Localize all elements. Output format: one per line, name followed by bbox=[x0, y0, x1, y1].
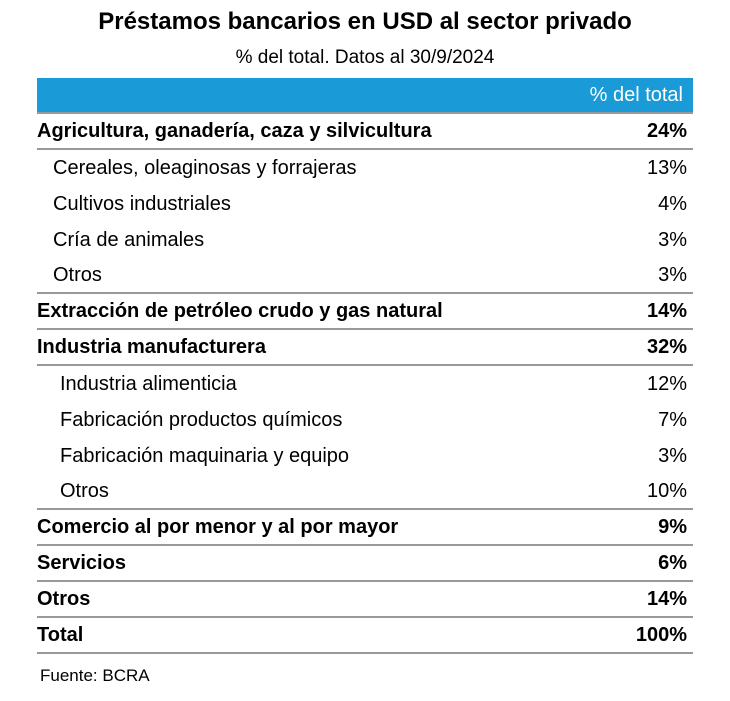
table-row: Agricultura, ganadería, caza y silvicult… bbox=[37, 114, 693, 150]
row-value: 3% bbox=[658, 263, 687, 286]
table-header: % del total bbox=[37, 78, 693, 114]
row-value: 10% bbox=[646, 479, 687, 502]
table-row: Otros 14% bbox=[37, 582, 693, 618]
row-value: 32% bbox=[646, 335, 687, 358]
row-value: 4% bbox=[658, 192, 687, 215]
table-row: Servicios 6% bbox=[37, 546, 693, 582]
row-label: Industria alimenticia bbox=[60, 372, 237, 395]
row-label: Cultivos industriales bbox=[53, 192, 231, 215]
table-row: Industria manufacturera 32% bbox=[37, 330, 693, 366]
row-value: 3% bbox=[658, 444, 687, 467]
table-row: Fabricación productos químicos 7% bbox=[37, 402, 693, 438]
table-row: Otros 3% bbox=[37, 258, 693, 294]
table-subtitle: % del total. Datos al 30/9/2024 bbox=[235, 47, 495, 68]
row-label: Comercio al por menor y al por mayor bbox=[37, 515, 399, 538]
table-title: Préstamos bancarios en USD al sector pri… bbox=[98, 8, 632, 35]
table-row: Extracción de petróleo crudo y gas natur… bbox=[37, 294, 693, 330]
table-row: Cultivos industriales 4% bbox=[37, 186, 693, 222]
table-row: Total 100% bbox=[37, 618, 693, 654]
row-label: Total bbox=[37, 623, 84, 646]
row-label: Fabricación maquinaria y equipo bbox=[60, 444, 350, 467]
row-label: Extracción de petróleo crudo y gas natur… bbox=[37, 299, 443, 322]
column-header: % del total bbox=[589, 83, 683, 106]
row-label: Fabricación productos químicos bbox=[60, 408, 343, 431]
row-value: 13% bbox=[646, 156, 687, 179]
row-label: Servicios bbox=[37, 551, 126, 574]
table-row: Fabricación maquinaria y equipo 3% bbox=[37, 438, 693, 474]
row-value: 9% bbox=[658, 515, 687, 538]
source-note: Fuente: BCRA bbox=[40, 666, 150, 685]
row-value: 14% bbox=[646, 587, 687, 610]
row-label: Cría de animales bbox=[53, 228, 205, 251]
table-row: Cría de animales 3% bbox=[37, 222, 693, 258]
row-value: 7% bbox=[658, 408, 687, 431]
row-label: Otros bbox=[60, 479, 109, 502]
row-value: 12% bbox=[646, 372, 687, 395]
table-row: Otros 10% bbox=[37, 474, 693, 510]
row-value: 6% bbox=[658, 551, 687, 574]
row-value: 3% bbox=[658, 228, 687, 251]
row-label: Otros bbox=[53, 263, 102, 286]
row-value: 14% bbox=[646, 299, 687, 322]
row-label: Cereales, oleaginosas y forrajeras bbox=[53, 156, 357, 179]
loans-table: % del total Agricultura, ganadería, caza… bbox=[37, 78, 693, 654]
table-row: Cereales, oleaginosas y forrajeras 13% bbox=[37, 150, 693, 186]
table-row: Industria alimenticia 12% bbox=[37, 366, 693, 402]
table-row: Comercio al por menor y al por mayor 9% bbox=[37, 510, 693, 546]
row-label: Industria manufacturera bbox=[37, 335, 266, 358]
row-label: Otros bbox=[37, 587, 91, 610]
row-label: Agricultura, ganadería, caza y silvicult… bbox=[37, 119, 432, 142]
row-value: 24% bbox=[646, 119, 687, 142]
row-value: 100% bbox=[635, 623, 687, 646]
